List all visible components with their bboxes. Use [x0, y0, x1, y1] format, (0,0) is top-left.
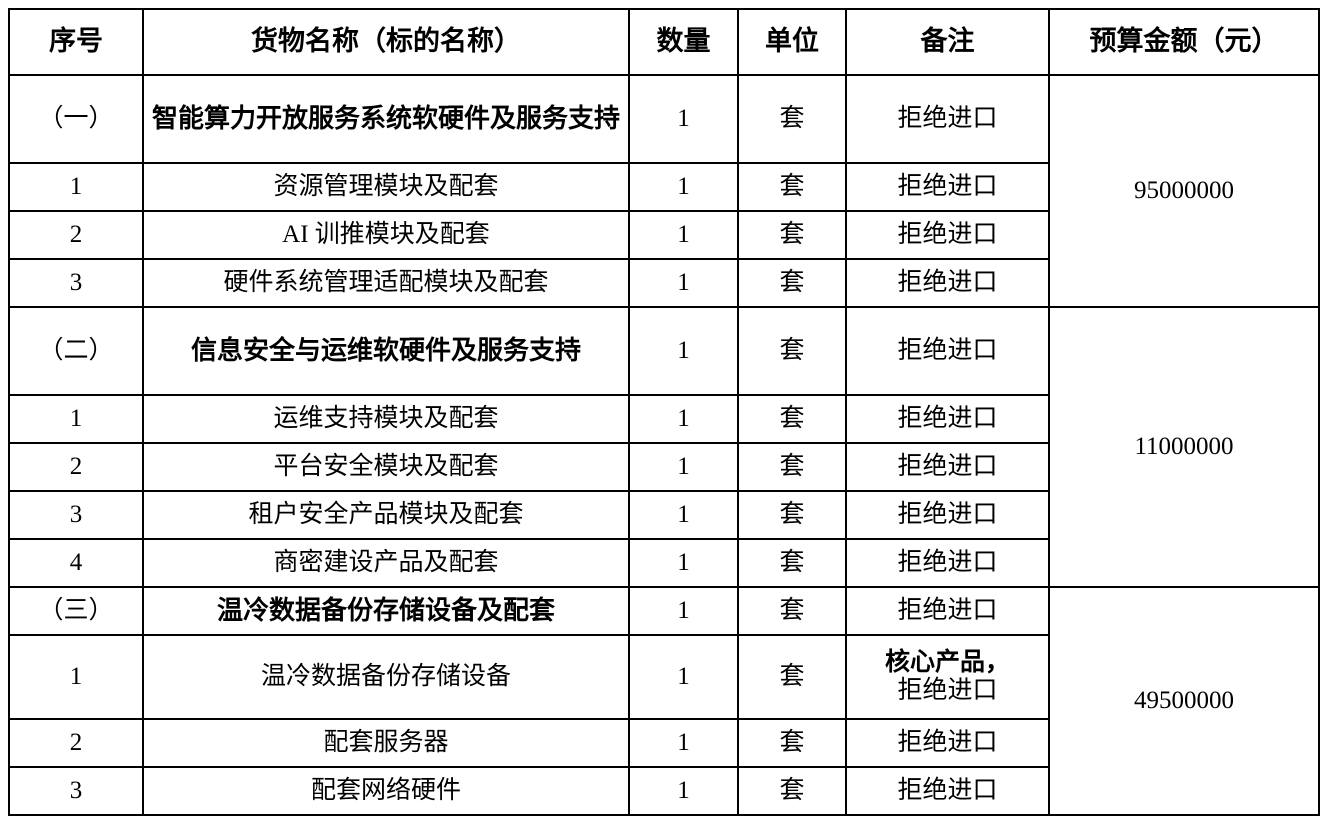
- table-header-row: 序号 货物名称（标的名称） 数量 单位 备注 预算金额（元）: [8, 8, 1320, 76]
- row-remark: 拒绝进口: [845, 586, 1050, 636]
- row-seq: 1: [8, 162, 144, 212]
- row-seq: （一）: [8, 74, 144, 164]
- table-row: 3 租户安全产品模块及配套 1 套 拒绝进口: [8, 490, 1319, 540]
- row-unit: 套: [737, 766, 847, 816]
- row-name: AI 训推模块及配套: [142, 210, 630, 260]
- column-header-remark: 备注: [845, 8, 1050, 76]
- row-seq: 3: [8, 490, 144, 540]
- row-qty: 1: [628, 258, 739, 308]
- row-name: 租户安全产品模块及配套: [142, 490, 630, 540]
- row-remark: 拒绝进口: [845, 490, 1050, 540]
- remark-core-product-label: 核心产品，: [884, 649, 1010, 676]
- row-unit: 套: [737, 74, 847, 164]
- row-remark: 拒绝进口: [845, 442, 1050, 492]
- row-remark: 拒绝进口: [845, 718, 1050, 768]
- row-unit: 套: [737, 634, 847, 720]
- row-qty: 1: [628, 306, 739, 396]
- column-header-qty: 数量: [628, 8, 739, 76]
- table-row: 2 配套服务器 1 套 拒绝进口: [8, 718, 1319, 768]
- row-seq: 2: [8, 210, 144, 260]
- table-row: （一） 智能算力开放服务系统软硬件及服务支持 1 套 拒绝进口 95000000: [8, 74, 1320, 308]
- row-name: 配套服务器: [142, 718, 630, 768]
- row-qty: 1: [628, 634, 739, 720]
- row-unit: 套: [737, 394, 847, 444]
- row-seq: 2: [8, 718, 144, 768]
- table-row: 3 硬件系统管理适配模块及配套 1 套 拒绝进口: [8, 258, 1319, 308]
- row-qty: 1: [628, 490, 739, 540]
- row-unit: 套: [737, 586, 847, 636]
- row-amount: 95000000: [1048, 74, 1320, 308]
- column-header-unit: 单位: [737, 8, 847, 76]
- row-amount: 11000000: [1048, 306, 1320, 588]
- row-remark: 拒绝进口: [845, 74, 1050, 164]
- procurement-budget-table: 序号 货物名称（标的名称） 数量 单位 备注 预算金额（元） （一） 智能算力开…: [8, 8, 1320, 816]
- row-qty: 1: [628, 766, 739, 816]
- table-row: （二） 信息安全与运维软硬件及服务支持 1 套 拒绝进口 11000000: [8, 306, 1320, 588]
- row-qty: 1: [628, 162, 739, 212]
- document-page: 序号 货物名称（标的名称） 数量 单位 备注 预算金额（元） （一） 智能算力开…: [8, 8, 1320, 816]
- column-header-amount: 预算金额（元）: [1048, 8, 1320, 76]
- column-header-seq: 序号: [8, 8, 144, 76]
- row-seq: 2: [8, 442, 144, 492]
- row-qty: 1: [628, 442, 739, 492]
- table-row: （三） 温冷数据备份存储设备及配套 1 套 拒绝进口 49500000: [8, 586, 1320, 816]
- row-remark: 拒绝进口: [845, 162, 1050, 212]
- row-remark: 拒绝进口: [845, 306, 1050, 396]
- column-header-name: 货物名称（标的名称）: [142, 8, 630, 76]
- row-unit: 套: [737, 442, 847, 492]
- row-seq: 3: [8, 766, 144, 816]
- row-name: 运维支持模块及配套: [142, 394, 630, 444]
- row-unit: 套: [737, 490, 847, 540]
- row-remark: 拒绝进口: [845, 538, 1050, 588]
- row-qty: 1: [628, 718, 739, 768]
- row-unit: 套: [737, 538, 847, 588]
- row-seq: （二）: [8, 306, 144, 396]
- table-row: 2 平台安全模块及配套 1 套 拒绝进口: [8, 442, 1319, 492]
- row-unit: 套: [737, 306, 847, 396]
- row-name: 温冷数据备份存储设备及配套: [142, 586, 630, 636]
- row-seq: （三）: [8, 586, 144, 636]
- row-seq: 4: [8, 538, 144, 588]
- row-remark: 拒绝进口: [845, 394, 1050, 444]
- row-qty: 1: [628, 586, 739, 636]
- table-row: 4 商密建设产品及配套 1 套 拒绝进口: [8, 538, 1319, 588]
- table-row: 1 运维支持模块及配套 1 套 拒绝进口: [8, 394, 1319, 444]
- row-seq: 1: [8, 394, 144, 444]
- table-row: 2 AI 训推模块及配套 1 套 拒绝进口: [8, 210, 1319, 260]
- row-name: 配套网络硬件: [142, 766, 630, 816]
- row-remark: 拒绝进口: [845, 210, 1050, 260]
- row-unit: 套: [737, 162, 847, 212]
- row-qty: 1: [628, 74, 739, 164]
- row-unit: 套: [737, 210, 847, 260]
- row-name: 信息安全与运维软硬件及服务支持: [142, 306, 630, 396]
- row-name: 资源管理模块及配套: [142, 162, 630, 212]
- row-qty: 1: [628, 394, 739, 444]
- row-seq: 1: [8, 634, 144, 720]
- row-name: 智能算力开放服务系统软硬件及服务支持: [142, 74, 630, 164]
- row-qty: 1: [628, 210, 739, 260]
- row-name: 硬件系统管理适配模块及配套: [142, 258, 630, 308]
- row-remark: 拒绝进口: [845, 766, 1050, 816]
- remark-import-label: 拒绝进口: [897, 677, 998, 704]
- row-seq: 3: [8, 258, 144, 308]
- row-name: 平台安全模块及配套: [142, 442, 630, 492]
- table-row: 1 资源管理模块及配套 1 套 拒绝进口: [8, 162, 1319, 212]
- table-row: 1 温冷数据备份存储设备 1 套 核心产品， 拒绝进口: [8, 634, 1319, 720]
- row-amount: 49500000: [1048, 586, 1320, 816]
- row-unit: 套: [737, 718, 847, 768]
- row-name: 商密建设产品及配套: [142, 538, 630, 588]
- row-unit: 套: [737, 258, 847, 308]
- row-qty: 1: [628, 538, 739, 588]
- row-remark: 拒绝进口: [845, 258, 1050, 308]
- row-remark: 核心产品， 拒绝进口: [845, 634, 1050, 720]
- row-name: 温冷数据备份存储设备: [142, 634, 630, 720]
